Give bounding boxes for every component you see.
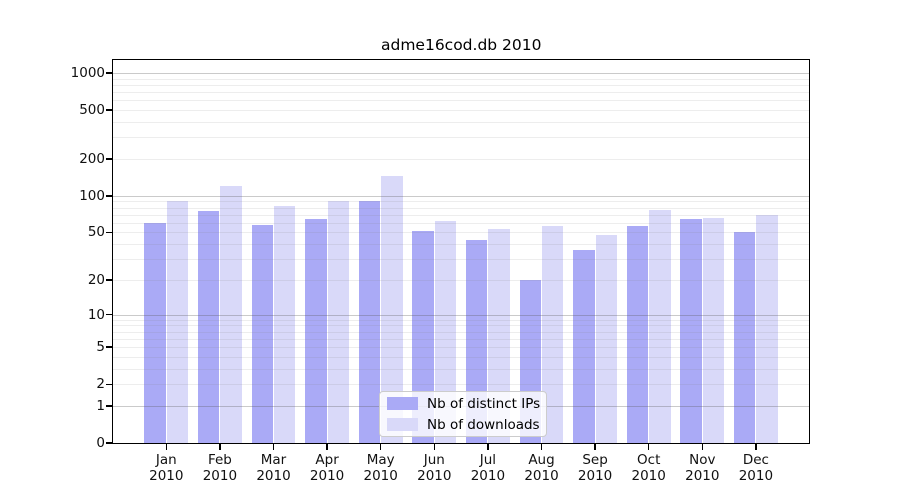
y-tick-label: 0: [96, 435, 105, 451]
x-tick-mark: [380, 443, 382, 450]
y-tick-label: 1: [96, 397, 105, 414]
x-tick-label: Jan 2010: [149, 452, 184, 484]
legend: Nb of distinct IPs Nb of downloads: [379, 391, 547, 437]
y-tick-label: 10: [87, 306, 105, 323]
x-tick-mark: [165, 443, 167, 450]
y-tick-label: 5: [96, 339, 105, 356]
legend-row-distinct-ips: Nb of distinct IPs: [387, 395, 541, 412]
x-tick-label: Feb 2010: [202, 452, 238, 484]
legend-label-distinct-ips: Nb of distinct IPs: [427, 395, 541, 412]
x-tick-label: Jul 2010: [470, 452, 506, 484]
x-tick-mark: [594, 443, 596, 450]
x-tick-mark: [701, 443, 703, 450]
y-tick-label: 100: [79, 187, 105, 204]
distinct-ips-swatch-icon: [387, 397, 418, 410]
x-tick-mark: [648, 443, 650, 450]
x-tick-label: Dec 2010: [738, 452, 774, 484]
y-tick-label: 500: [79, 102, 105, 119]
x-tick-label: Jun 2010: [417, 452, 452, 484]
legend-label-downloads: Nb of downloads: [427, 416, 540, 433]
x-tick-mark: [433, 443, 435, 450]
plot-frame: [112, 59, 811, 444]
x-tick-label: Apr 2010: [309, 452, 345, 484]
x-tick-label: Oct 2010: [631, 452, 666, 484]
x-tick-label: Sep 2010: [577, 452, 613, 484]
x-tick-mark: [487, 443, 489, 450]
x-tick-mark: [540, 443, 543, 450]
chart-title: adme16cod.db 2010: [380, 36, 542, 54]
y-tick-label: 2: [96, 376, 105, 393]
y-tick-label: 1000: [70, 65, 105, 81]
x-tick-label: Mar 2010: [256, 452, 291, 484]
y-tick-label: 200: [79, 150, 105, 167]
x-tick-mark: [755, 443, 757, 450]
x-tick-label: Aug 2010: [524, 452, 559, 484]
x-tick-mark: [219, 443, 221, 450]
x-tick-label: May 2010: [363, 452, 398, 484]
x-tick-mark: [326, 443, 328, 450]
legend-row-downloads: Nb of downloads: [387, 416, 540, 433]
x-tick-label: Nov 2010: [685, 452, 720, 484]
y-tick-label: 20: [87, 271, 105, 288]
y-tick-label: 50: [87, 224, 105, 241]
x-tick-mark: [272, 443, 275, 450]
downloads-swatch-icon: [387, 418, 418, 431]
